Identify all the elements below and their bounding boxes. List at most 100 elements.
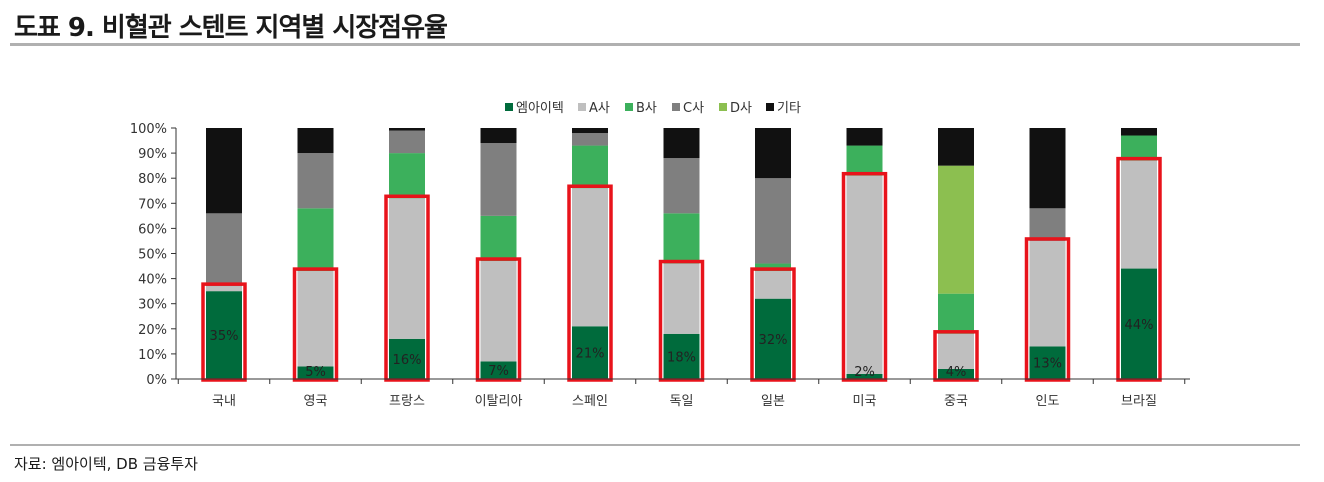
- bar-segment-기타-국내: [206, 128, 242, 214]
- x-tick-label-브라질: 브라질: [1121, 394, 1157, 409]
- bar-segment-B사-독일: [663, 213, 700, 264]
- bar-segment-엠아이텍-미국: [846, 373, 883, 379]
- legend-swatch-4: [719, 103, 727, 111]
- legend-label-5: 기타: [777, 101, 801, 116]
- y-tick-label: 30%: [138, 298, 167, 313]
- bar-segment-C사-스페인: [572, 133, 608, 146]
- bar-segment-기타-일본: [755, 128, 791, 179]
- x-tick-label-국내: 국내: [212, 394, 236, 409]
- bar-segment-기타-인도: [1029, 128, 1066, 209]
- highlight-box-영국: [292, 267, 339, 382]
- highlight-box-독일: [658, 259, 705, 382]
- bar-segment-C사-프랑스: [389, 130, 425, 154]
- legend-swatch-5: [766, 103, 774, 111]
- bar-segment-A사-이탈리아: [480, 261, 517, 362]
- legend-label-3: C사: [683, 101, 704, 116]
- bar-segment-엠아이텍-영국: [297, 366, 334, 379]
- bar-segment-B사-브라질: [1121, 135, 1157, 161]
- bar-segment-엠아이텍-스페인: [572, 326, 608, 379]
- data-label-프랑스: 16%: [393, 353, 422, 368]
- bar-segment-기타-프랑스: [389, 128, 425, 131]
- y-tick-label: 50%: [138, 248, 167, 263]
- x-axis: 국내 영국 프랑스 이탈리아 스페인 독일 일본 미국 중국 인도 브라질: [176, 378, 1190, 409]
- bar-segment-C사-독일: [663, 158, 700, 214]
- bar-segment-A사-일본: [755, 271, 791, 299]
- footer-divider: [10, 444, 1300, 446]
- bar-segment-엠아이텍-인도: [1029, 346, 1066, 379]
- bar-segment-A사-스페인: [572, 188, 608, 327]
- data-label-국내: 35%: [210, 329, 239, 344]
- bar-segment-엠아이텍-국내: [206, 291, 242, 379]
- highlight-box-브라질: [1116, 156, 1162, 382]
- y-tick-label: 90%: [138, 147, 167, 162]
- legend-label-4: D사: [730, 101, 752, 116]
- data-label-중국: 4%: [946, 365, 967, 380]
- chart-legend: 엠아이텍 A사 B사 C사 D사 기타: [505, 101, 801, 116]
- bar-segment-C사-일본: [755, 178, 791, 264]
- data-label-일본: 32%: [759, 333, 788, 348]
- bar-segment-엠아이텍-이탈리아: [480, 361, 517, 379]
- highlight-box-일본: [750, 267, 796, 382]
- data-label-스페인: 21%: [576, 347, 605, 362]
- y-axis: 0% 10% 20% 30% 40% 50% 60% 70% 80% 90% 100%: [130, 122, 177, 388]
- bar-segment-A사-독일: [663, 263, 700, 334]
- legend-label-1: A사: [589, 101, 610, 116]
- x-tick-label-미국: 미국: [853, 394, 877, 409]
- highlight-box-프랑스: [384, 194, 430, 382]
- x-tick-label-독일: 독일: [670, 394, 694, 409]
- bar-segment-A사-브라질: [1121, 160, 1157, 269]
- bar-segment-엠아이텍-브라질: [1121, 268, 1157, 379]
- bar-segment-엠아이텍-프랑스: [389, 338, 425, 379]
- bar-segment-C사-이탈리아: [480, 143, 517, 216]
- x-tick-label-이탈리아: 이탈리아: [475, 394, 523, 409]
- legend-label-0: 엠아이텍: [516, 101, 564, 116]
- legend-swatch-0: [505, 103, 513, 111]
- bar-segment-기타-브라질: [1121, 128, 1157, 136]
- bar-segment-기타-스페인: [572, 128, 608, 134]
- bar-segment-엠아이텍-일본: [755, 298, 791, 379]
- x-tick-label-영국: 영국: [304, 394, 328, 409]
- bar-segment-A사-미국: [846, 175, 883, 374]
- data-label-영국: 5%: [305, 365, 326, 380]
- data-label-미국: 2%: [854, 365, 875, 380]
- bar-segment-A사-국내: [206, 286, 242, 292]
- y-tick-label: 10%: [138, 348, 167, 363]
- source-note: 자료: 엠아이텍, DB 금융투자: [14, 455, 198, 473]
- x-tick-label-프랑스: 프랑스: [389, 394, 425, 409]
- data-label-인도: 13%: [1033, 357, 1062, 372]
- highlight-boxes: [201, 156, 1162, 382]
- bar-segment-B사-이탈리아: [480, 215, 517, 262]
- bar-area: [206, 128, 1157, 379]
- bar-segment-기타-독일: [663, 128, 700, 159]
- x-tick-label-일본: 일본: [761, 394, 785, 409]
- bar-segment-B사-스페인: [572, 145, 608, 189]
- y-tick-label: 70%: [138, 197, 167, 212]
- bar-segment-D사-중국: [938, 165, 974, 294]
- bar-segment-C사-국내: [206, 213, 242, 287]
- x-tick-label-인도: 인도: [1036, 394, 1060, 409]
- y-tick-label: 40%: [138, 273, 167, 288]
- y-tick-label: 80%: [138, 172, 167, 187]
- bar-segment-기타-중국: [938, 128, 974, 166]
- legend-swatch-2: [625, 103, 633, 111]
- highlight-box-인도: [1024, 237, 1071, 382]
- bar-segment-C사-영국: [297, 153, 334, 209]
- y-tick-label: 100%: [130, 122, 167, 137]
- stacked-bar-chart: 엠아이텍 A사 B사 C사 D사 기타 0% 10% 20% 30% 40% 50% 60% 70% 80…: [130, 101, 1190, 409]
- x-tick-label-중국: 중국: [944, 394, 968, 409]
- highlight-box-중국: [933, 330, 979, 382]
- highlight-box-스페인: [567, 184, 613, 382]
- bar-segment-기타-영국: [297, 128, 334, 154]
- title-divider: [10, 43, 1300, 46]
- bar-segment-C사-인도: [1029, 208, 1066, 241]
- bar-segment-B사-중국: [938, 293, 974, 334]
- data-label-독일: 18%: [667, 350, 696, 365]
- bar-segment-B사-영국: [297, 208, 334, 272]
- bar-segment-A사-인도: [1029, 240, 1066, 347]
- bar-segment-엠아이텍-독일: [663, 333, 700, 379]
- bar-segment-엠아이텍-중국: [938, 368, 974, 379]
- page-title: 도표 9. 비혈관 스텐트 지역별 시장점유율: [14, 13, 448, 43]
- bar-segment-B사-미국: [846, 145, 883, 176]
- y-tick-label: 60%: [138, 222, 167, 237]
- bar-segment-기타-이탈리아: [480, 128, 517, 144]
